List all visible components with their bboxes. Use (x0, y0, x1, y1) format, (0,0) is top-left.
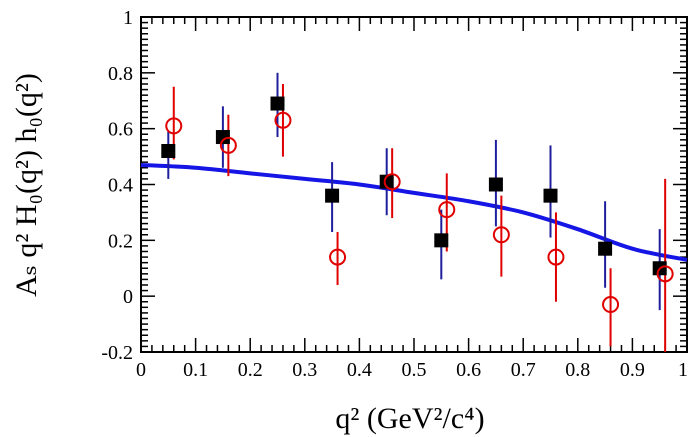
data-point-square (161, 144, 176, 158)
data-point-circle (656, 265, 674, 283)
data-point-circle (219, 136, 237, 154)
markers-layer (161, 96, 674, 314)
x-tick-label: 0.8 (565, 359, 590, 381)
data-point-square (598, 241, 613, 256)
data-point-circle (547, 248, 565, 266)
data-point-square (270, 96, 285, 111)
data-point-square (215, 130, 230, 145)
data-point-circle (492, 226, 510, 244)
y-ticks (141, 16, 687, 353)
x-ticks (140, 17, 688, 352)
x-tick-label: 0.3 (292, 359, 317, 381)
y-tick-label: 0 (123, 286, 133, 308)
data-point-square (325, 188, 340, 203)
error-bars-layer (167, 72, 667, 352)
x-tick-label: 0.7 (511, 359, 536, 381)
data-point-square (379, 174, 394, 189)
fit-curve-layer (140, 162, 688, 262)
y-tick-labels: -0.2 0 0.2 0.4 0.6 0.8 1 (101, 7, 133, 364)
data-point-circle (165, 117, 183, 135)
data-point-circle (438, 201, 456, 219)
y-tick-label: 1 (123, 7, 133, 29)
x-tick-label: 0.6 (456, 359, 481, 381)
plot-frame (140, 16, 688, 353)
data-point-square (488, 177, 503, 192)
fit-curve (140, 162, 688, 262)
y-tick-label: 0.6 (108, 119, 133, 141)
x-tick-label: 0.9 (620, 359, 645, 381)
x-tick-label: 0.4 (347, 359, 372, 381)
y-axis-title: Aₛ q² H₀(q²) h₀(q²) (10, 73, 43, 297)
data-point-square (434, 233, 449, 248)
data-point-square (543, 188, 558, 203)
y-tick-label: 0.4 (108, 175, 133, 197)
data-point-circle (383, 173, 401, 191)
x-tick-label: 0.2 (238, 359, 263, 381)
x-tick-label: 0.1 (183, 359, 208, 381)
y-tick-label: -0.2 (101, 342, 133, 364)
x-axis-title: q² (GeV²/c⁴) (335, 402, 484, 435)
data-point-circle (602, 296, 620, 314)
y-tick-label: 0.2 (108, 230, 133, 252)
x-tick-label: 1 (678, 359, 688, 381)
x-tick-label: 0.5 (402, 359, 427, 381)
y-tick-label: 0.8 (108, 63, 133, 85)
x-tick-label: 0 (136, 359, 146, 381)
data-point-circle (329, 248, 347, 266)
data-point-circle (274, 111, 292, 129)
x-tick-labels: 0 0.1 0.2 0.3 0.4 0.5 0.6 0.7 0.8 0.9 1 (136, 359, 688, 381)
